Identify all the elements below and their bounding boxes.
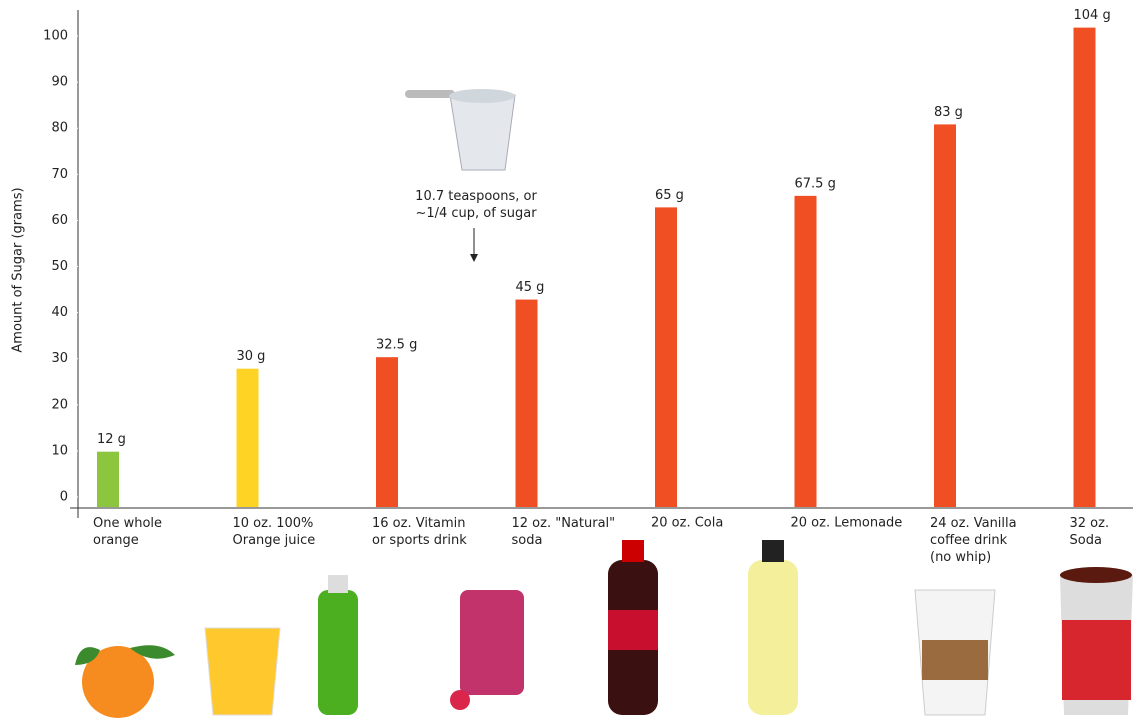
product-icons	[75, 540, 1133, 718]
x-tick-label: 10 oz. 100% Orange juice	[233, 516, 316, 548]
y-tick-label: 10	[51, 443, 68, 458]
x-tick-label: 20 oz. Lemonade	[791, 516, 903, 531]
y-tick-label: 100	[43, 29, 68, 44]
bar	[794, 195, 817, 507]
y-tick-label: 70	[51, 167, 68, 182]
y-tick-label: 30	[51, 351, 68, 366]
y-tick-label: 60	[51, 213, 68, 228]
x-tick-label: One whole orange	[93, 516, 162, 548]
bar	[97, 451, 119, 507]
y-tick-label: 0	[60, 490, 68, 505]
value-label: 32.5 g	[376, 338, 417, 353]
bar	[655, 207, 677, 507]
value-label: 83 g	[934, 105, 963, 120]
cup-icon	[405, 89, 516, 171]
value-label: 104 g	[1074, 8, 1111, 23]
value-label: 65 g	[655, 188, 684, 203]
y-tick-label: 80	[51, 121, 68, 136]
annotation: 10.7 teaspoons, or ~1/4 cup, of sugar	[415, 189, 537, 221]
x-tick-label: 12 oz. "Natural" soda	[512, 516, 616, 548]
bar	[1073, 27, 1096, 507]
y-tick-label: 40	[51, 305, 68, 320]
annotation-arrowhead	[470, 254, 478, 262]
y-axis-label: Amount of Sugar (grams)	[11, 187, 26, 352]
x-tick-label: 32 oz. Soda	[1070, 516, 1110, 548]
x-tick-label: 24 oz. Vanilla coffee drink (no whip)	[930, 516, 1017, 565]
x-tick-label: 16 oz. Vitamin or sports drink	[372, 516, 467, 548]
value-label: 12 g	[97, 432, 126, 447]
value-label: 45 g	[516, 280, 545, 295]
bar	[376, 357, 398, 507]
y-tick-label: 90	[51, 75, 68, 90]
bar	[934, 124, 956, 508]
bar	[515, 299, 538, 507]
bar	[236, 368, 259, 507]
value-label: 67.5 g	[795, 176, 836, 191]
y-tick-label: 50	[51, 259, 68, 274]
y-tick-label: 20	[51, 397, 68, 412]
value-label: 30 g	[237, 349, 266, 364]
x-tick-label: 20 oz. Cola	[651, 516, 723, 531]
